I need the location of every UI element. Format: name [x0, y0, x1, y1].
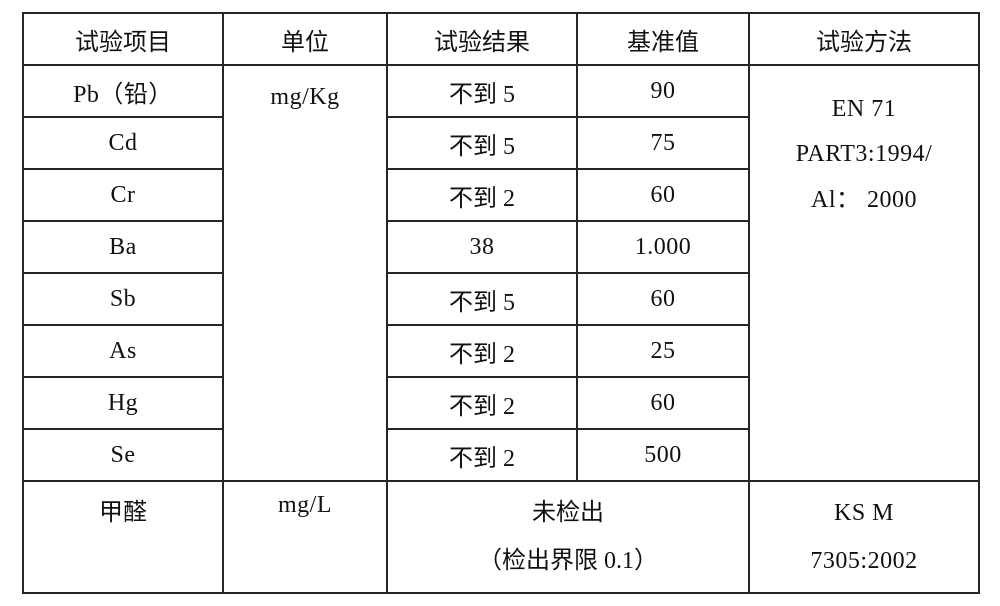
result-line: 未检出: [388, 489, 748, 537]
cell-ref: 60: [577, 377, 749, 429]
cell-item: Ba: [23, 221, 223, 273]
method-line: 7305:2002: [750, 537, 978, 585]
cell-unit: mg/Kg: [223, 65, 387, 481]
cell-ref: 25: [577, 325, 749, 377]
table-row: Pb（铅） mg/Kg 不到 5 90 EN 71 PART3:1994/ Al…: [23, 65, 979, 117]
table-row-formaldehyde: 甲醛 mg/L 未检出 （检出界限 0.1） KS M 7305:2002: [23, 481, 979, 593]
method-line: KS M: [750, 489, 978, 537]
result-line: （检出界限 0.1）: [388, 537, 748, 585]
cell-item: Hg: [23, 377, 223, 429]
cell-method: KS M 7305:2002: [749, 481, 979, 593]
method-line: PART3:1994/: [750, 132, 978, 178]
cell-ref: 60: [577, 273, 749, 325]
cell-ref: 500: [577, 429, 749, 481]
col-header-result: 试验结果: [387, 13, 577, 65]
cell-ref: 1.000: [577, 221, 749, 273]
cell-ref: 75: [577, 117, 749, 169]
method-line: Al： 2000: [750, 178, 978, 224]
cell-item: Pb（铅）: [23, 65, 223, 117]
cell-result: 不到 2: [387, 377, 577, 429]
cell-result-merged: 未检出 （检出界限 0.1）: [387, 481, 749, 593]
cell-result: 不到 2: [387, 325, 577, 377]
cell-item: Cr: [23, 169, 223, 221]
cell-item: Cd: [23, 117, 223, 169]
cell-result: 38: [387, 221, 577, 273]
cell-result: 不到 5: [387, 117, 577, 169]
cell-unit: mg/L: [223, 481, 387, 593]
cell-method: EN 71 PART3:1994/ Al： 2000: [749, 65, 979, 481]
cell-result: 不到 5: [387, 273, 577, 325]
col-header-unit: 单位: [223, 13, 387, 65]
cell-item: Se: [23, 429, 223, 481]
cell-ref: 90: [577, 65, 749, 117]
cell-result: 不到 2: [387, 169, 577, 221]
col-header-method: 试验方法: [749, 13, 979, 65]
test-results-table: 试验项目 单位 试验结果 基准值 试验方法 Pb（铅） mg/Kg 不到 5 9…: [22, 12, 980, 594]
cell-item: Sb: [23, 273, 223, 325]
header-row: 试验项目 单位 试验结果 基准值 试验方法: [23, 13, 979, 65]
cell-item: As: [23, 325, 223, 377]
cell-result: 不到 5: [387, 65, 577, 117]
cell-ref: 60: [577, 169, 749, 221]
col-header-ref: 基准值: [577, 13, 749, 65]
method-line: EN 71: [750, 87, 978, 133]
col-header-item: 试验项目: [23, 13, 223, 65]
cell-item: 甲醛: [23, 481, 223, 593]
cell-result: 不到 2: [387, 429, 577, 481]
